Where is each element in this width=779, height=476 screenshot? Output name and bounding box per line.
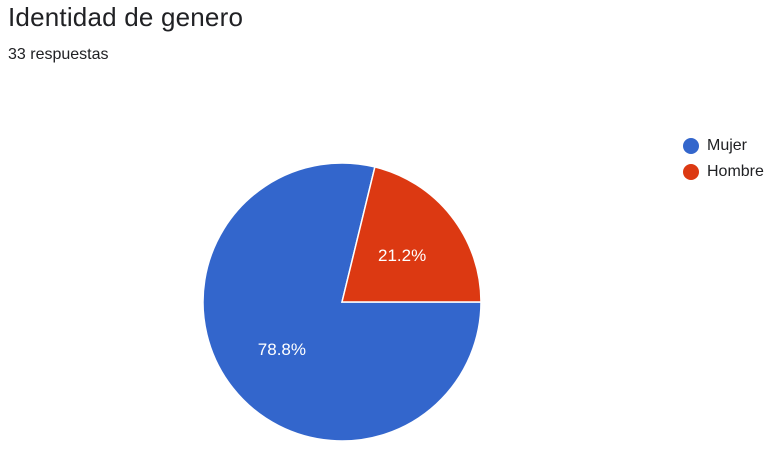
legend-label-hombre: Hombre [707, 163, 764, 180]
legend: Mujer Hombre [683, 134, 764, 186]
slice-label-hombre: 21.2% [378, 246, 426, 265]
legend-item-mujer[interactable]: Mujer [683, 134, 764, 158]
chart-title: Identidad de genero [8, 2, 244, 32]
legend-swatch-hombre [683, 164, 699, 180]
pie-slice-hombre[interactable] [341, 166, 482, 303]
response-count: 33 respuestas [8, 46, 109, 63]
legend-swatch-mujer [683, 138, 699, 154]
legend-label-mujer: Mujer [707, 137, 748, 154]
legend-item-hombre[interactable]: Hombre [683, 160, 764, 184]
slice-label-mujer: 78.8% [258, 340, 306, 359]
